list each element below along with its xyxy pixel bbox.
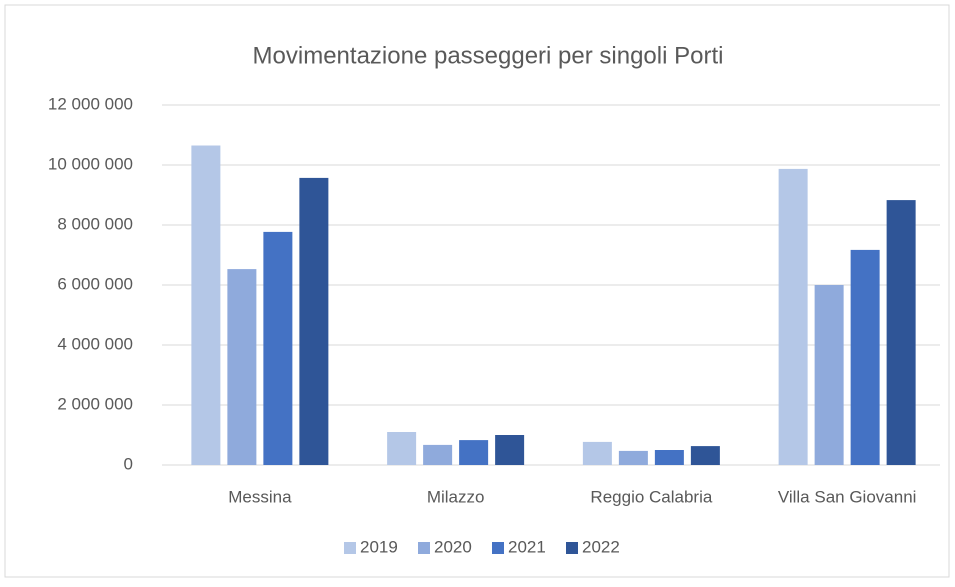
y-tick-label: 0 <box>124 454 133 473</box>
y-tick-label: 4 000 000 <box>57 334 133 353</box>
bar <box>191 145 221 465</box>
legend-swatch <box>418 542 430 554</box>
legend-swatch <box>566 542 578 554</box>
bar <box>618 450 648 465</box>
x-tick-label: Villa San Giovanni <box>778 487 917 506</box>
bar <box>814 285 844 465</box>
bar <box>459 440 489 465</box>
legend-label: 2022 <box>582 537 620 556</box>
legend-label: 2019 <box>360 537 398 556</box>
y-tick-label: 12 000 000 <box>48 94 133 113</box>
bar <box>387 432 417 465</box>
y-tick-label: 10 000 000 <box>48 154 133 173</box>
bar <box>582 441 612 465</box>
legend-swatch <box>492 542 504 554</box>
bar <box>299 177 329 465</box>
legend-label: 2020 <box>434 537 472 556</box>
y-tick-label: 6 000 000 <box>57 274 133 293</box>
x-tick-label: Reggio Calabria <box>590 487 712 506</box>
bar <box>227 269 257 465</box>
x-tick-label: Messina <box>228 487 292 506</box>
bar <box>495 435 525 465</box>
bar <box>886 200 916 465</box>
bar <box>423 444 453 465</box>
bar <box>778 168 808 465</box>
chart-title: Movimentazione passeggeri per singoli Po… <box>253 42 724 69</box>
x-tick-label: Milazzo <box>427 487 485 506</box>
y-tick-label: 8 000 000 <box>57 214 133 233</box>
legend-label: 2021 <box>508 537 546 556</box>
legend-swatch <box>344 542 356 554</box>
bar <box>850 249 880 465</box>
y-tick-label: 2 000 000 <box>57 394 133 413</box>
bar <box>654 450 684 465</box>
bar <box>263 231 293 465</box>
bar <box>690 446 720 465</box>
